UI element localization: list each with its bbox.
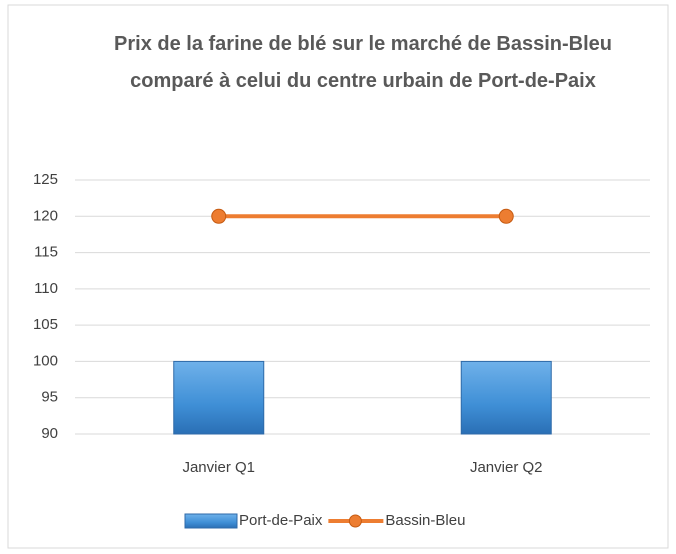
- y-tick-label: 125: [33, 171, 58, 188]
- y-tick-label: 110: [34, 280, 58, 297]
- x-tick-label: Janvier Q2: [470, 459, 543, 476]
- y-tick-label: 115: [34, 244, 58, 261]
- line-marker: [498, 208, 514, 224]
- chart-title: Prix de la farine de blé sur le marché d…: [114, 33, 612, 92]
- legend-swatch: [184, 513, 238, 529]
- bar: [173, 360, 265, 435]
- bar: [460, 360, 552, 435]
- y-tick-label: 120: [33, 207, 58, 224]
- y-tick-label: 100: [33, 352, 58, 369]
- x-tick-label: Janvier Q1: [182, 459, 255, 476]
- chart-frame: [7, 4, 669, 549]
- y-tick-label: 95: [41, 389, 58, 406]
- y-tick-label: 90: [41, 425, 58, 442]
- line-marker: [211, 208, 227, 224]
- legend-label: Bassin-Bleu: [385, 512, 465, 529]
- y-tick-label: 105: [33, 316, 58, 333]
- legend-swatch: [348, 514, 362, 528]
- legend-label: Port-de-Paix: [239, 512, 323, 529]
